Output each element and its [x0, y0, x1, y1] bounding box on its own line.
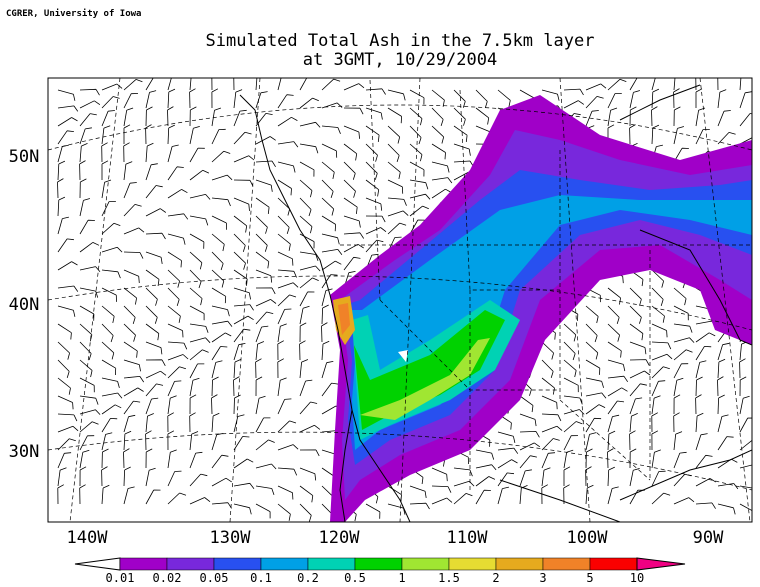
- colorbar-label: 0.1: [250, 571, 272, 585]
- colorbar-swatch: [119, 557, 168, 571]
- colorbar-swatch: [307, 557, 356, 571]
- colorbar-end: [74, 557, 121, 571]
- lon-label: 140W: [67, 528, 109, 548]
- colorbar-swatch: [495, 557, 544, 571]
- lat-label: 30N: [9, 442, 40, 462]
- colorbar-swatch: [354, 557, 403, 571]
- lon-label: 100W: [567, 528, 609, 548]
- colorbar-label: 1.5: [438, 571, 460, 585]
- colorbar-label: 2: [492, 571, 499, 585]
- colorbar-label: 5: [586, 571, 593, 585]
- colorbar-label: 10: [630, 571, 644, 585]
- title-line: at 3GMT, 10/29/2004: [303, 50, 497, 70]
- coastlines: [239, 84, 752, 522]
- colorbar-label: 0.5: [344, 571, 366, 585]
- lon-label: 120W: [319, 528, 361, 548]
- colorbar-label: 1: [398, 571, 405, 585]
- map-frame: [47, 77, 753, 523]
- map-area: [48, 78, 752, 522]
- colorbar-label: 0.01: [106, 571, 135, 585]
- axis-labels: 140W 130W 120W 110W 100W 90W 50N 40N 30N: [9, 147, 724, 548]
- colorbar-swatch: [260, 557, 309, 571]
- colorbar-swatch: [166, 557, 215, 571]
- colorbar-label: 3: [539, 571, 546, 585]
- lon-label: 90W: [693, 528, 724, 548]
- borders: [48, 78, 752, 522]
- colorbar-swatch: [589, 557, 638, 571]
- lon-label: 130W: [210, 528, 252, 548]
- colorbar-swatch: [542, 557, 591, 571]
- colorbar-swatch: [401, 557, 450, 571]
- credit: CGRER, University of Iowa: [6, 8, 141, 19]
- ash-plume: [330, 95, 752, 522]
- colorbar-label: 0.05: [200, 571, 229, 585]
- colorbar-label: 0.2: [297, 571, 319, 585]
- lon-label: 110W: [447, 528, 489, 548]
- colorbar-swatch: [213, 557, 262, 571]
- colorbar-swatch: [448, 557, 497, 571]
- colorbar-label: 0.02: [153, 571, 182, 585]
- lat-label: 50N: [9, 147, 40, 167]
- colorbar-end: [636, 557, 686, 571]
- colorbar: 0.01 0.02 0.05 0.1 0.2 0.5 1 1.5 2 3 5 10: [74, 557, 686, 585]
- title-line: Simulated Total Ash in the 7.5km layer: [206, 31, 595, 51]
- lat-label: 40N: [9, 295, 40, 315]
